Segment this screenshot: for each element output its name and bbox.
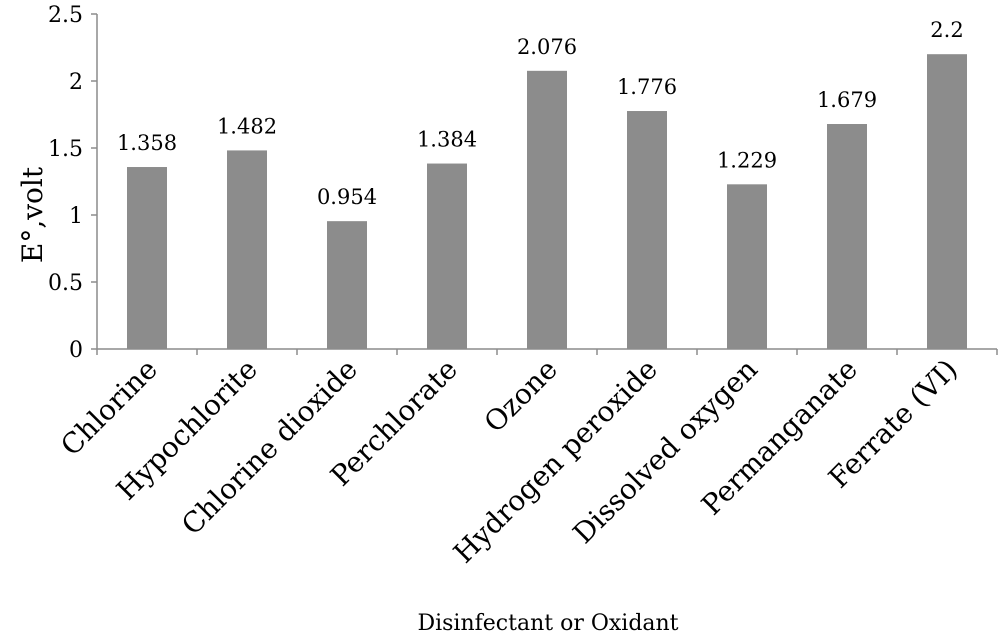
y-axis-title: E°,volt: [16, 166, 49, 263]
bar-7: [827, 124, 867, 349]
data-label: 0.954: [317, 185, 377, 209]
x-category-label: Dissolved oxygen: [567, 353, 764, 550]
bar-1: [227, 150, 267, 349]
bar-4: [527, 70, 567, 349]
y-tick-label: 1: [69, 204, 83, 229]
y-tick-label: 2: [69, 70, 83, 95]
data-label: 1.482: [217, 114, 277, 138]
bar-2: [327, 221, 367, 349]
bar-8: [927, 54, 967, 349]
data-label: 1.679: [817, 88, 877, 112]
data-label: 1.358: [117, 131, 177, 155]
data-label: 1.229: [717, 148, 777, 172]
y-tick-label: 2.5: [48, 3, 83, 28]
data-label: 2.076: [517, 35, 577, 59]
bar-3: [427, 163, 467, 349]
bar-0: [127, 167, 167, 349]
y-tick-label: 0: [69, 338, 83, 363]
data-label: 1.776: [617, 75, 677, 99]
y-axis: 0 0.5 1 1.5 2 2.5: [48, 3, 98, 363]
bar-6: [727, 184, 767, 349]
data-label: 2.2: [930, 18, 963, 42]
data-labels-group: 1.358 1.482 0.954 1.384 2.076 1.776 1.229 1.679…: [117, 18, 964, 209]
data-label: 1.384: [417, 128, 477, 152]
x-category-label: Ozone: [478, 353, 564, 439]
bar-5: [627, 111, 667, 350]
x-axis: [96, 348, 998, 355]
bars-group: [127, 54, 967, 350]
x-axis-title: Disinfectant or Oxidant: [417, 611, 678, 636]
y-tick-label: 1.5: [48, 137, 83, 162]
y-tick-label: 0.5: [48, 271, 83, 296]
x-category-label: Chlorine dioxide: [175, 353, 364, 542]
